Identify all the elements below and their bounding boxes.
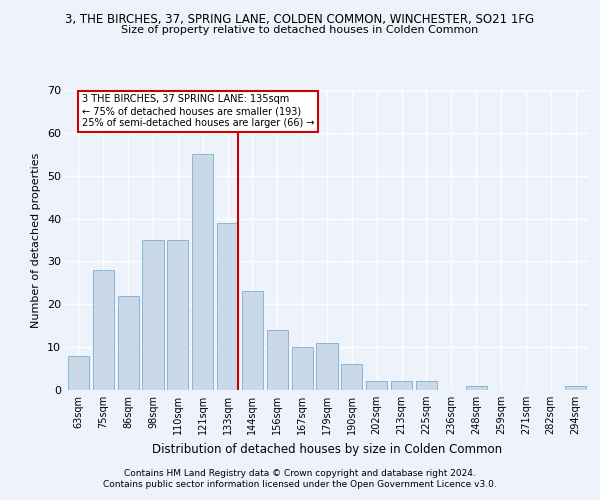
Bar: [391, 382, 412, 390]
Bar: [267, 330, 288, 390]
Bar: [292, 347, 313, 390]
Y-axis label: Number of detached properties: Number of detached properties: [31, 152, 41, 328]
Bar: [366, 382, 387, 390]
Text: Contains public sector information licensed under the Open Government Licence v3: Contains public sector information licen…: [103, 480, 497, 489]
Bar: [192, 154, 213, 390]
Bar: [416, 382, 437, 390]
Bar: [118, 296, 139, 390]
Bar: [466, 386, 487, 390]
Text: Contains HM Land Registry data © Crown copyright and database right 2024.: Contains HM Land Registry data © Crown c…: [124, 468, 476, 477]
Bar: [167, 240, 188, 390]
Bar: [341, 364, 362, 390]
Text: Size of property relative to detached houses in Colden Common: Size of property relative to detached ho…: [121, 25, 479, 35]
Bar: [242, 292, 263, 390]
Text: 3, THE BIRCHES, 37, SPRING LANE, COLDEN COMMON, WINCHESTER, SO21 1FG: 3, THE BIRCHES, 37, SPRING LANE, COLDEN …: [65, 12, 535, 26]
X-axis label: Distribution of detached houses by size in Colden Common: Distribution of detached houses by size …: [152, 442, 502, 456]
Bar: [142, 240, 164, 390]
Bar: [68, 356, 89, 390]
Bar: [93, 270, 114, 390]
Bar: [217, 223, 238, 390]
Text: 3 THE BIRCHES, 37 SPRING LANE: 135sqm
← 75% of detached houses are smaller (193): 3 THE BIRCHES, 37 SPRING LANE: 135sqm ← …: [82, 94, 314, 128]
Bar: [316, 343, 338, 390]
Bar: [565, 386, 586, 390]
